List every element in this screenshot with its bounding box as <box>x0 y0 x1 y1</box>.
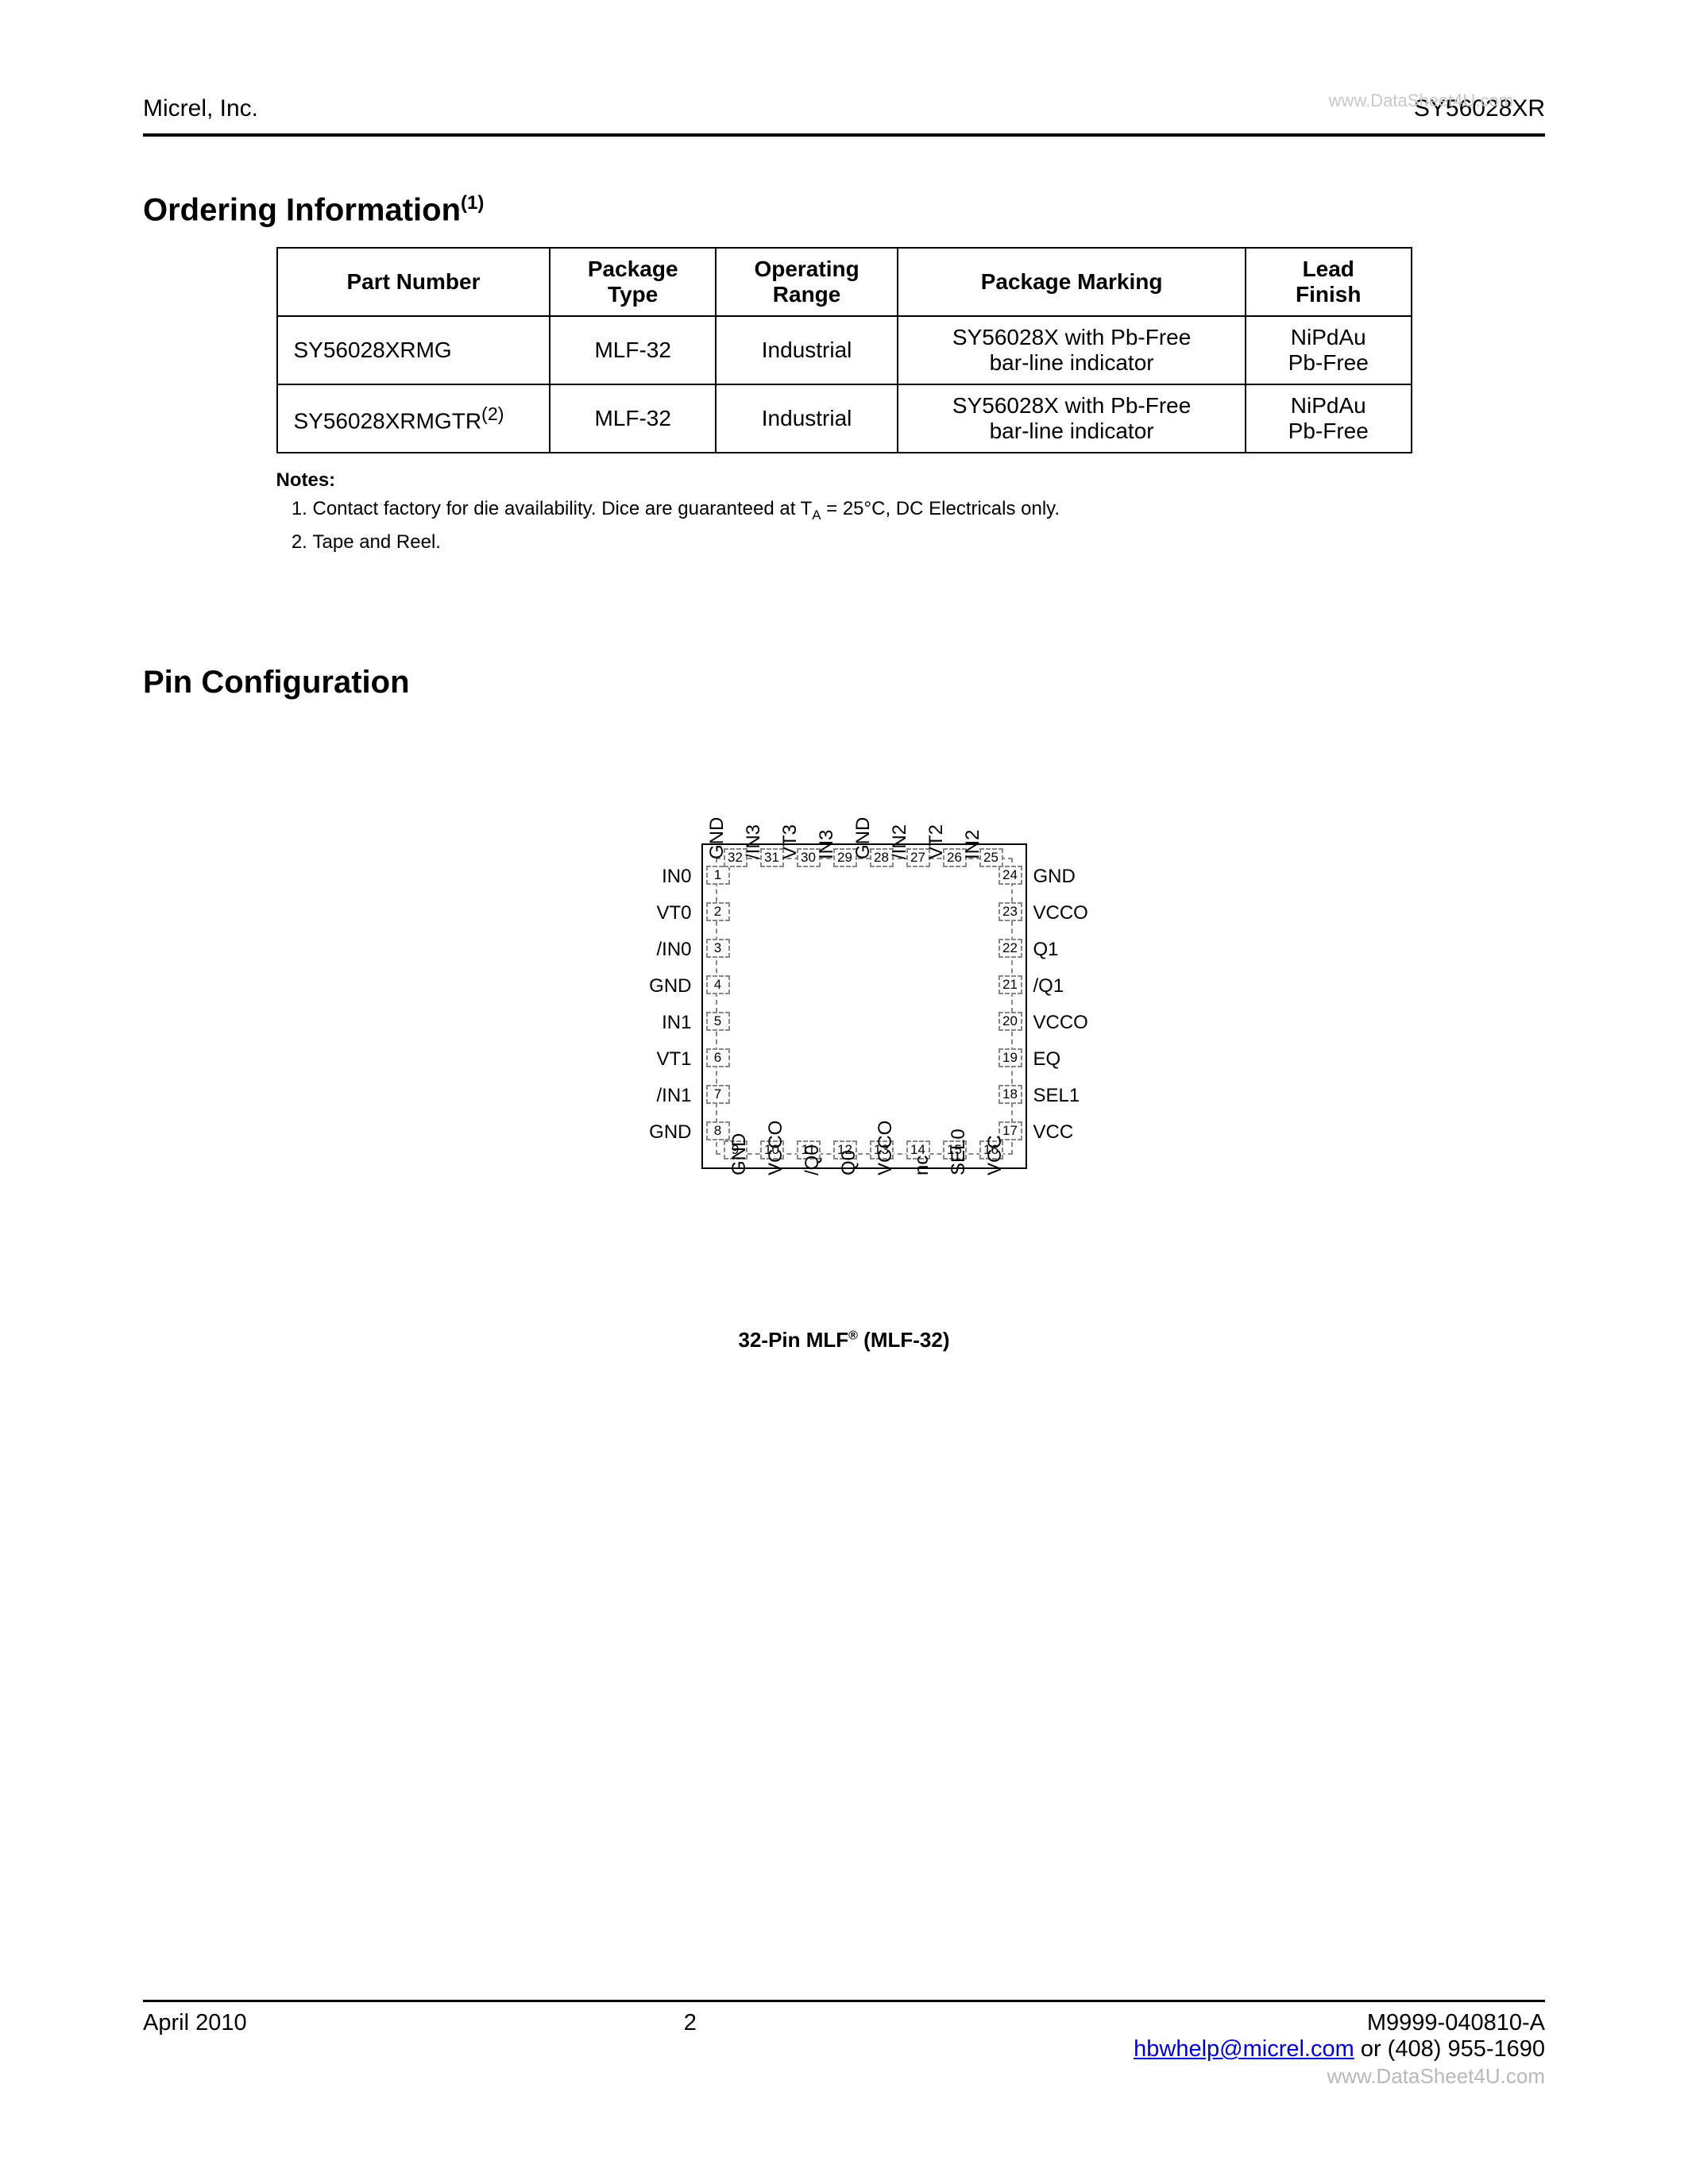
pin-diagram: 1IN02VT03/IN04GND5IN16VT17/IN18GND24GND2… <box>598 740 1091 1296</box>
header-right: www.DataSheet4U.com SY56028XR <box>1414 95 1545 122</box>
pin-label: GND <box>706 817 728 859</box>
pin-label: GND <box>1033 866 1129 888</box>
pin-pad: 5 <box>706 1012 730 1031</box>
table-header-row: Part Number PackageType OperatingRange P… <box>277 248 1412 316</box>
cell-op: Industrial <box>716 316 898 384</box>
pin-label: /IN3 <box>743 824 765 859</box>
page: Micrel, Inc. www.DataSheet4U.com SY56028… <box>143 95 1545 2089</box>
table-row: SY56028XRMGMLF-32IndustrialSY56028X with… <box>277 316 1412 384</box>
table-row: SY56028XRMGTR(2)MLF-32IndustrialSY56028X… <box>277 384 1412 453</box>
pin-label: VT2 <box>925 824 948 859</box>
pin-pad: 23 <box>999 902 1022 921</box>
pin-pad: 18 <box>999 1085 1022 1104</box>
ordering-title: Ordering Information(1) <box>143 192 1545 228</box>
th-mark: Package Marking <box>898 248 1246 316</box>
pin-pad: 6 <box>706 1048 730 1067</box>
cell-pkg: MLF-32 <box>550 316 715 384</box>
watermark-bottom: www.DataSheet4U.com <box>1134 2064 1545 2089</box>
note-item: Tape and Reel. <box>313 531 1412 554</box>
pin-label: VCC <box>984 1135 1006 1175</box>
pin-label: VT3 <box>779 824 802 859</box>
pin-label: VCCO <box>1033 1012 1129 1034</box>
th-pkg: PackageType <box>550 248 715 316</box>
pin-label: nc <box>911 1156 933 1175</box>
pin-label: GND <box>852 817 875 859</box>
pin-label: /Q0 <box>802 1144 824 1175</box>
cell-mark: SY56028X with Pb-Freebar-line indicator <box>898 316 1246 384</box>
pin-label: VCCO <box>875 1121 897 1175</box>
ordering-table: Part Number PackageType OperatingRange P… <box>276 247 1412 453</box>
pin-label: /IN0 <box>598 939 692 961</box>
pin-pad: 19 <box>999 1048 1022 1067</box>
th-part: Part Number <box>277 248 550 316</box>
pin-pad: 7 <box>706 1085 730 1104</box>
cell-part: SY56028XRMGTR(2) <box>277 384 550 453</box>
pin-label: GND <box>728 1133 751 1175</box>
pin-label: VCC <box>1033 1121 1129 1144</box>
pin-label: VT1 <box>598 1048 692 1071</box>
pin-pad: 20 <box>999 1012 1022 1031</box>
pin-label: EQ <box>1033 1048 1129 1071</box>
footer-page: 2 <box>684 2010 697 2089</box>
notes-list: Contact factory for die availability. Di… <box>276 498 1412 554</box>
watermark-top: www.DataSheet4U.com <box>1329 91 1513 111</box>
footer-phone: or (408) 955-1690 <box>1354 2036 1545 2062</box>
footer-rule <box>143 2000 1545 2002</box>
footer-date: April 2010 <box>143 2010 247 2089</box>
pin-label: GND <box>598 975 692 997</box>
pin-label: /IN2 <box>889 824 911 859</box>
pin-label: GND <box>598 1121 692 1144</box>
pin-label: IN2 <box>962 830 984 859</box>
footer-email-link[interactable]: hbwhelp@micrel.com <box>1134 2036 1354 2062</box>
notes-block: Notes: Contact factory for die availabil… <box>276 469 1412 554</box>
footer-doc: M9999-040810-A <box>1134 2010 1545 2036</box>
th-op: OperatingRange <box>716 248 898 316</box>
cell-lead: NiPdAuPb-Free <box>1246 316 1412 384</box>
pin-pad: 22 <box>999 939 1022 958</box>
pin-label: IN0 <box>598 866 692 888</box>
header-company: Micrel, Inc. <box>143 95 258 122</box>
pin-label: VCCO <box>765 1121 787 1175</box>
pin-label: Q1 <box>1033 939 1129 961</box>
pin-pad: 2 <box>706 902 730 921</box>
th-lead: LeadFinish <box>1246 248 1412 316</box>
pin-pad: 3 <box>706 939 730 958</box>
cell-mark: SY56028X with Pb-Freebar-line indicator <box>898 384 1246 453</box>
pinconfig-title: Pin Configuration <box>143 665 1545 700</box>
pin-label: /Q1 <box>1033 975 1129 997</box>
pin-label: VT0 <box>598 902 692 924</box>
footer-right: M9999-040810-A hbwhelp@micrel.com or (40… <box>1134 2010 1545 2089</box>
cell-part: SY56028XRMG <box>277 316 550 384</box>
pin-pad: 21 <box>999 975 1022 994</box>
cell-lead: NiPdAuPb-Free <box>1246 384 1412 453</box>
pin-label: VCCO <box>1033 902 1129 924</box>
pin-pad: 24 <box>999 866 1022 885</box>
pin-pad: 4 <box>706 975 730 994</box>
pin-label: IN3 <box>816 830 838 859</box>
note-item: Contact factory for die availability. Di… <box>313 498 1412 523</box>
pin-label: SEL1 <box>1033 1085 1129 1107</box>
pin-label: IN1 <box>598 1012 692 1034</box>
notes-label: Notes: <box>276 469 1412 492</box>
header-rule <box>143 133 1545 137</box>
chip-pad-ring <box>716 858 1013 1155</box>
cell-op: Industrial <box>716 384 898 453</box>
page-header: Micrel, Inc. www.DataSheet4U.com SY56028… <box>143 95 1545 122</box>
pin-label: Q0 <box>838 1150 860 1175</box>
pin-caption: 32-Pin MLF® (MLF-32) <box>143 1328 1545 1352</box>
page-footer: April 2010 2 M9999-040810-A hbwhelp@micr… <box>143 2000 1545 2089</box>
pin-label: SEL0 <box>948 1129 970 1175</box>
pin-pad: 1 <box>706 866 730 885</box>
pin-label: /IN1 <box>598 1085 692 1107</box>
cell-pkg: MLF-32 <box>550 384 715 453</box>
pin-pad: 8 <box>706 1121 730 1140</box>
